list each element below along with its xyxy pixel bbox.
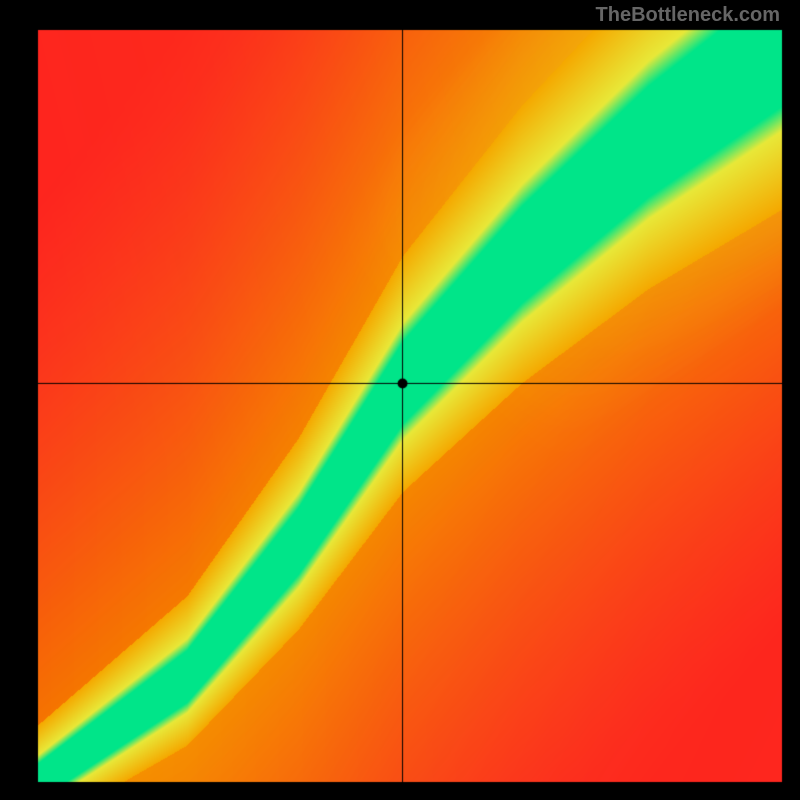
heatmap-canvas: [0, 0, 800, 800]
bottleneck-heatmap-chart: TheBottleneck.com: [0, 0, 800, 800]
watermark-text: TheBottleneck.com: [596, 4, 780, 27]
